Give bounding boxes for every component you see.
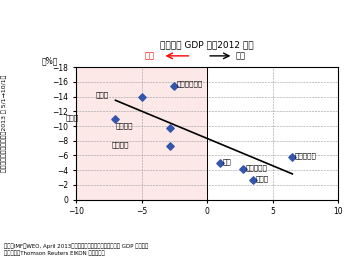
Bar bbox=[76, 67, 207, 200]
Point bbox=[168, 125, 173, 130]
Text: 黒字: 黒字 bbox=[236, 51, 246, 60]
Text: タイ: タイ bbox=[223, 158, 232, 165]
Text: （%）: （%） bbox=[42, 57, 58, 66]
Title: 経常収支 GDP 比（2012 年）: 経常収支 GDP 比（2012 年） bbox=[160, 41, 254, 50]
Text: 通貨の対米ドル変化率（2013 年 5/1→10/1）: 通貨の対米ドル変化率（2013 年 5/1→10/1） bbox=[1, 75, 7, 172]
Point bbox=[250, 178, 256, 182]
Text: 赤字: 赤字 bbox=[144, 51, 154, 60]
Point bbox=[168, 144, 173, 148]
Text: フィリピン: フィリピン bbox=[245, 164, 267, 171]
Text: マレーシア: マレーシア bbox=[295, 152, 317, 159]
Point bbox=[112, 117, 118, 121]
Text: インド: インド bbox=[96, 92, 109, 98]
Text: メキシコ: メキシコ bbox=[111, 141, 129, 148]
Point bbox=[139, 95, 145, 99]
Text: ロシア: ロシア bbox=[256, 175, 269, 182]
Text: ブラジル: ブラジル bbox=[115, 123, 133, 129]
Point bbox=[290, 155, 295, 159]
Text: インドネシア: インドネシア bbox=[177, 81, 203, 87]
Point bbox=[171, 84, 177, 88]
Text: トルコ: トルコ bbox=[66, 114, 79, 121]
Point bbox=[217, 161, 223, 165]
Text: 資料：IMF『WEO, April 2013』（インド及びトルコの経常収支 GDP 比は推計
　　値）、Thomson Reuters EIKON から作成。: 資料：IMF『WEO, April 2013』（インド及びトルコの経常収支 GD… bbox=[4, 244, 148, 256]
Point bbox=[240, 167, 245, 171]
